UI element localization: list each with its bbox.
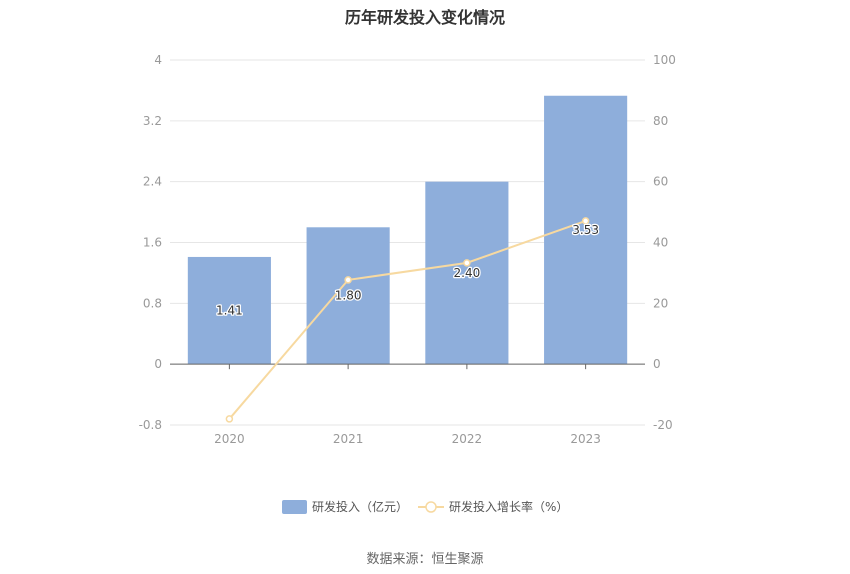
y-left-tick-label: 1.6 (143, 236, 162, 250)
y-right-tick-label: 0 (653, 357, 661, 371)
y-left-tick-label: -0.8 (139, 418, 162, 432)
growth-point (581, 217, 590, 225)
legend-bar-swatch (282, 500, 307, 514)
growth-point (344, 276, 352, 284)
y-right-tick-label: -20 (653, 418, 673, 432)
bar-value-label: 3.53 (572, 223, 599, 237)
bar-2020 (187, 256, 271, 365)
y-left-tick-label: 2.4 (143, 175, 162, 189)
x-tick-label: 2023 (570, 432, 601, 446)
y-left-tick-label: 4 (154, 53, 162, 67)
bar-value-label: 1.80 (335, 289, 362, 303)
x-tick-label: 2020 (214, 432, 245, 446)
y-left-tick-label: 0 (154, 357, 162, 371)
growth-line-series (225, 217, 590, 423)
legend-label-investment: 研发投入（亿元） (312, 499, 408, 514)
growth-point (225, 415, 234, 423)
y-left-tick-label: 3.2 (143, 114, 162, 128)
y-right-tick-label: 40 (653, 236, 668, 250)
axes: 4 100 3.2 80 2.4 60 1.6 40 0.8 20 0 0 -0.8 -20 2020 202… (139, 53, 676, 446)
y-right-tick-label: 20 (653, 296, 668, 310)
y-left-tick-label: 0.8 (143, 296, 162, 310)
y-right-tick-label: 100 (653, 53, 676, 67)
y-right-tick-label: 60 (653, 175, 668, 189)
growth-point (463, 259, 471, 267)
x-tick-label: 2021 (333, 432, 364, 446)
bar-2022 (425, 181, 509, 365)
y-right-tick-label: 80 (653, 114, 668, 128)
legend[interactable]: 研发投入（亿元） 研发投入增长率（%） (282, 499, 568, 514)
bar-value-label: 1.41 (216, 304, 243, 318)
bar-2021 (306, 227, 390, 365)
bar-value-label: 2.40 (454, 266, 481, 280)
legend-label-growth: 研发投入增长率（%） (449, 499, 568, 514)
data-labels: 1.41 1.80 2.40 3.53 (215, 222, 600, 319)
chart-title: 历年研发投入变化情况 (344, 8, 505, 27)
growth-line (228, 219, 586, 420)
data-source-note: 数据来源：恒生聚源 (366, 552, 484, 567)
x-tick-label: 2022 (452, 432, 483, 446)
legend-line-marker (425, 501, 437, 513)
